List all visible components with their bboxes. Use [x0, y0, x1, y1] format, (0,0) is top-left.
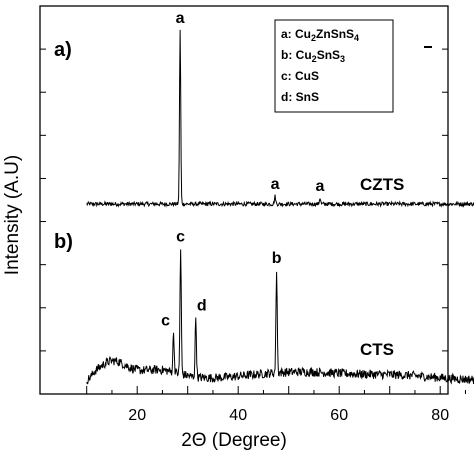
- peak-label: d: [197, 298, 207, 315]
- peak-label: c: [161, 313, 170, 330]
- legend: a: Cu2ZnSnS4 b: Cu2SnS3 c: CuS d: SnS: [274, 19, 394, 113]
- x-tick-label: 20: [128, 407, 146, 424]
- legend-box: [274, 19, 394, 113]
- series-label: CZTS: [360, 175, 404, 194]
- peak-label: a: [271, 176, 280, 193]
- trace-czts: [86, 29, 474, 208]
- series-label: CTS: [360, 340, 394, 359]
- peak-label: b: [272, 250, 282, 267]
- axis-ticks: [40, 48, 466, 394]
- x-tick-label: 60: [330, 407, 348, 424]
- panel-label: b): [54, 231, 73, 253]
- legend-entry: c: CuS: [281, 69, 319, 83]
- panel-label: a): [54, 39, 72, 61]
- traces: [86, 29, 474, 385]
- legend-entry: d: SnS: [281, 90, 319, 104]
- x-tick-label: 40: [229, 407, 247, 424]
- legend-entry: b: Cu2SnS3: [281, 48, 345, 64]
- plot-frame: [39, 5, 449, 395]
- peak-label: c: [176, 229, 185, 246]
- x-tick-labels: 20 40 60 80: [128, 407, 449, 424]
- peak-label: a: [176, 10, 185, 27]
- legend-entry: a: Cu2ZnSnS4: [281, 27, 359, 43]
- x-tick-label: 80: [431, 407, 449, 424]
- panel-labels: a) CZTS b) CTS: [54, 39, 404, 359]
- peak-label: a: [316, 178, 325, 195]
- trace-cts: [86, 249, 474, 385]
- x-axis-title: 2Θ (Degree): [181, 430, 287, 451]
- peak-labels: a a a c c d b: [161, 10, 324, 330]
- y-axis-title: Intensity (A.U): [2, 155, 23, 275]
